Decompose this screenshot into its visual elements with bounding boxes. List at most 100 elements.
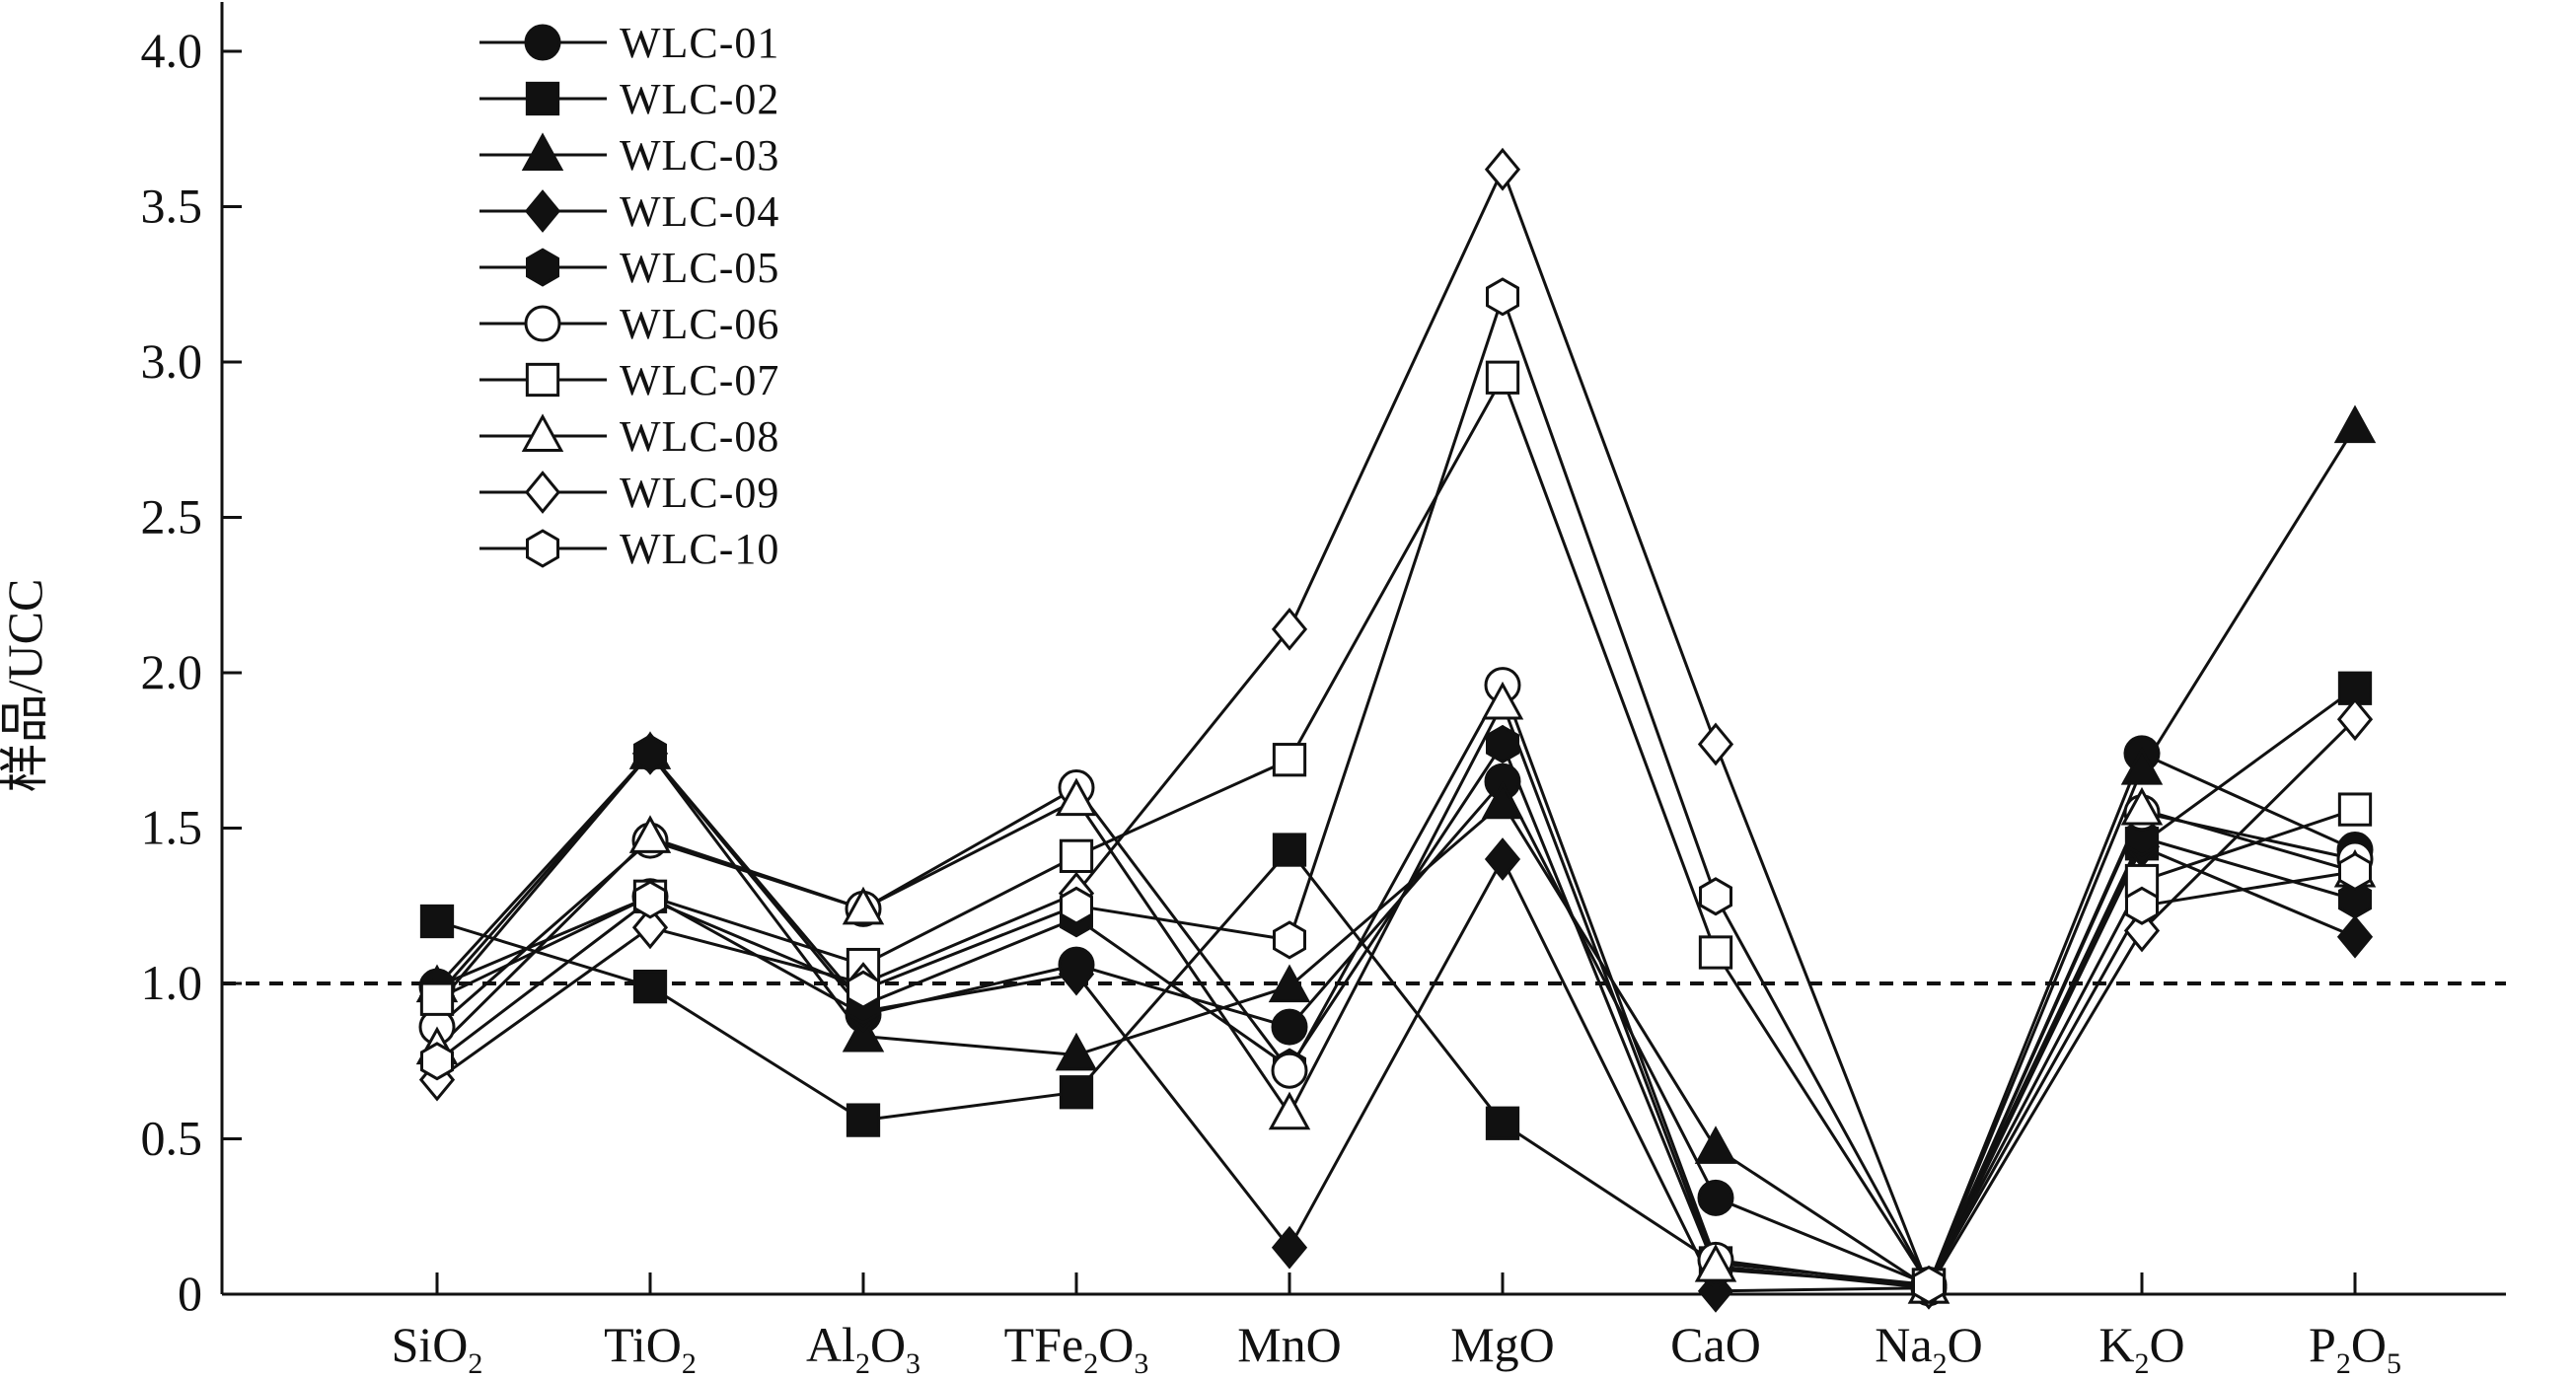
legend-marker-icon <box>525 81 560 116</box>
category-subscript: 2 <box>682 1347 697 1375</box>
series-line-wlc-04 <box>435 752 2356 1293</box>
data-point-wlc-04 <box>1058 952 1095 996</box>
category-text: MgO <box>1450 1317 1555 1372</box>
legend-label: WLC-10 <box>620 525 779 573</box>
data-point-wlc-03 <box>1055 1032 1098 1071</box>
x-category-label: Na2O <box>1875 1317 1982 1375</box>
data-point-wlc-08 <box>2120 786 2164 826</box>
y-tick-label: 4.0 <box>141 23 203 78</box>
x-category-label: SiO2 <box>392 1317 483 1375</box>
data-point-wlc-01 <box>1271 1008 1308 1046</box>
category-text: P <box>2309 1317 2336 1372</box>
data-point-wlc-06 <box>1271 1052 1308 1089</box>
data-point-wlc-02 <box>846 1103 881 1137</box>
x-category-label: P2O5 <box>2309 1317 2401 1375</box>
data-point-wlc-08 <box>1481 681 1524 720</box>
data-point-wlc-07 <box>2337 792 2373 827</box>
category-subscript: 3 <box>906 1347 920 1375</box>
category-text: O <box>870 1317 906 1372</box>
legend-label: WLC-09 <box>620 469 779 517</box>
data-point-wlc-09 <box>1271 607 1308 651</box>
category-text: O <box>1098 1317 1134 1372</box>
data-point-wlc-08 <box>1268 1091 1311 1130</box>
data-point-wlc-10 <box>1060 886 1093 925</box>
data-point-wlc-02 <box>1485 1106 1520 1140</box>
y-tick-label: 2.0 <box>141 644 203 699</box>
category-text: CaO <box>1670 1317 1761 1372</box>
legend-item: WLC-04 <box>479 187 778 236</box>
series-markers-group <box>415 147 2377 1313</box>
category-subscript: 5 <box>2387 1347 2401 1375</box>
legend-item: WLC-09 <box>479 469 779 517</box>
y-tick-label: 3.5 <box>141 179 203 234</box>
category-text: Al <box>806 1317 855 1372</box>
legend-marker-icon <box>524 24 561 61</box>
data-point-wlc-08 <box>842 886 885 925</box>
data-point-wlc-07 <box>1059 838 1094 873</box>
y-tick-label: 0 <box>178 1266 202 1321</box>
y-tick-label: 1.5 <box>141 800 203 855</box>
data-point-wlc-07 <box>419 981 455 1016</box>
x-category-label: Al2O3 <box>806 1317 920 1375</box>
category-text: K <box>2098 1317 2134 1372</box>
legend-label: WLC-03 <box>620 131 779 180</box>
x-category-label: MnO <box>1237 1317 1342 1372</box>
series-lines-group <box>435 168 2357 1293</box>
data-point-wlc-07 <box>1698 935 1733 970</box>
data-point-wlc-09 <box>2123 908 2161 953</box>
data-point-wlc-09 <box>1484 147 1521 191</box>
data-point-wlc-02 <box>419 904 455 939</box>
data-point-wlc-03 <box>2333 404 2377 444</box>
legend-item: WLC-02 <box>479 75 779 123</box>
legend-label: WLC-05 <box>620 244 779 292</box>
data-point-wlc-02 <box>632 970 668 1004</box>
legend-item: WLC-10 <box>479 525 779 573</box>
category-subscript: 2 <box>468 1347 482 1375</box>
category-text: TFe <box>1004 1317 1084 1372</box>
legend-marker-icon <box>521 413 564 452</box>
data-point-wlc-10 <box>1912 1265 1946 1305</box>
data-point-wlc-08 <box>1055 777 1098 817</box>
category-subscript: 2 <box>2135 1347 2150 1375</box>
data-point-wlc-05 <box>1486 724 1519 764</box>
data-point-wlc-03 <box>1268 964 1311 1003</box>
series-line-wlc-07 <box>436 376 2356 1286</box>
category-text: O <box>2150 1317 2185 1372</box>
x-category-label: CaO <box>1670 1317 1761 1372</box>
category-subscript: 2 <box>1933 1347 1948 1375</box>
data-point-wlc-08 <box>1694 1243 1737 1282</box>
data-point-wlc-10 <box>1273 920 1306 960</box>
legend-marker-icon <box>526 529 559 568</box>
y-tick-label: 3.0 <box>141 333 203 389</box>
data-point-wlc-01 <box>1697 1179 1734 1216</box>
legend-marker-icon <box>524 305 561 342</box>
y-axis-label: 样品/UCC <box>0 579 52 793</box>
category-text: SiO <box>392 1317 469 1372</box>
legend-label: WLC-02 <box>620 75 779 123</box>
category-text: TiO <box>604 1317 682 1372</box>
data-point-wlc-03 <box>842 1013 885 1053</box>
data-point-wlc-09 <box>2336 697 2374 742</box>
y-tick-label: 0.5 <box>141 1111 203 1166</box>
category-text: Na <box>1875 1317 1932 1372</box>
data-point-wlc-10 <box>420 1042 454 1081</box>
y-tick-label: 2.5 <box>141 489 203 545</box>
data-point-wlc-02 <box>1272 833 1307 867</box>
data-point-wlc-05 <box>633 734 667 773</box>
legend-item: WLC-08 <box>479 412 778 461</box>
legend-item: WLC-01 <box>479 19 778 67</box>
series-line-wlc-10 <box>436 295 2356 1286</box>
legend-item: WLC-07 <box>479 356 778 404</box>
legend-item: WLC-03 <box>479 131 779 180</box>
x-category-label: TFe2O3 <box>1004 1317 1149 1375</box>
category-text: O <box>1948 1317 1983 1372</box>
x-category-label: TiO2 <box>604 1317 697 1375</box>
series-line-wlc-08 <box>435 702 2356 1290</box>
series-line-wlc-03 <box>435 426 2357 1290</box>
data-point-wlc-10 <box>1699 877 1732 916</box>
category-subscript: 2 <box>1083 1347 1098 1375</box>
data-point-wlc-05 <box>2338 880 2372 919</box>
legend-label: WLC-06 <box>620 300 779 348</box>
